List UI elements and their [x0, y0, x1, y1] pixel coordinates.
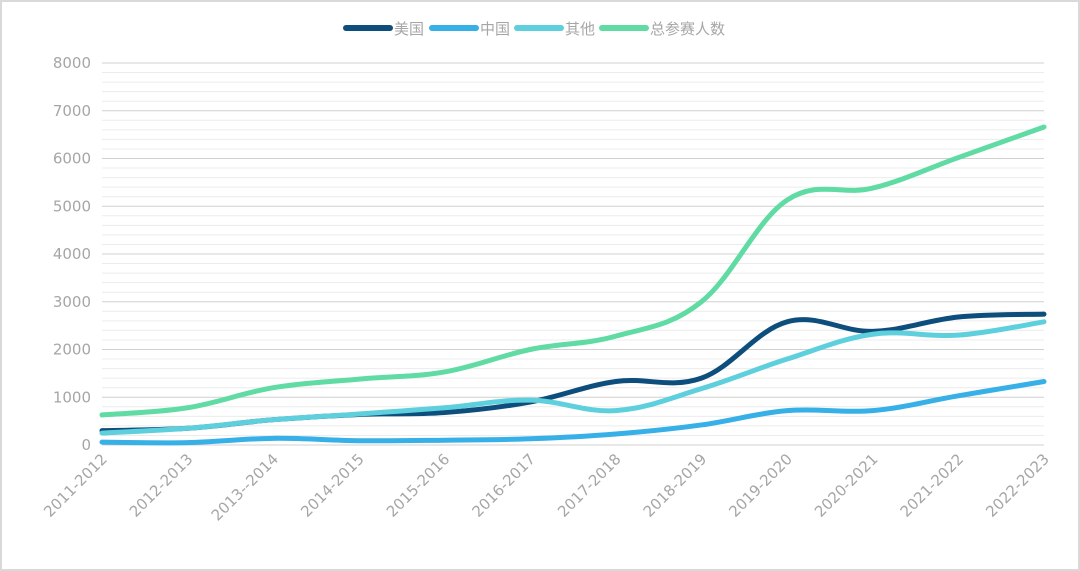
y-axis-ticks: 0 1000 2000 3000 4000 5000 6000 7000 8000 [53, 54, 91, 454]
y-tick-label: 6000 [53, 150, 91, 168]
x-tick-label: 2018-2019 [640, 450, 711, 521]
x-axis-ticks: 2011-2012 2012-2013 2013--2014 2014-2015 201… [40, 450, 1053, 524]
x-tick-label: 2020-2021 [811, 450, 882, 521]
x-tick-label: 2015-2016 [383, 450, 454, 521]
x-tick-label: 2021-2022 [897, 450, 968, 521]
x-tick-label: 2013--2014 [208, 450, 282, 524]
y-tick-label: 8000 [53, 54, 91, 72]
y-tick-label: 1000 [53, 388, 91, 406]
series-lines [99, 124, 1047, 446]
y-tick-label: 5000 [53, 197, 91, 215]
y-tick-label: 2000 [53, 341, 91, 359]
y-tick-label: 7000 [53, 102, 91, 120]
legend: 美国 中国 其他 总参赛人数 [343, 20, 725, 38]
y-tick-label: 0 [81, 436, 91, 454]
x-tick-label: 2014-2015 [297, 450, 368, 521]
legend-label: 总参赛人数 [650, 20, 725, 38]
x-tick-label: 2019-2020 [725, 450, 796, 521]
y-tick-label: 3000 [53, 293, 91, 311]
x-tick-label: 2016-2017 [468, 450, 539, 521]
x-tick-label: 2012-2013 [126, 450, 197, 521]
x-tick-label: 2017-2018 [554, 450, 625, 521]
legend-label: 其他 [565, 20, 595, 38]
x-tick-label: 2011-2012 [40, 450, 111, 521]
y-tick-label: 4000 [53, 245, 91, 263]
legend-label: 中国 [480, 20, 510, 38]
series-line-其他 [99, 319, 1047, 436]
gridlines [102, 62, 1044, 446]
series-line-总参赛人数 [99, 124, 1047, 418]
legend-label: 美国 [394, 20, 424, 38]
series-line-中国 [99, 378, 1047, 446]
x-tick-label: 2022-2023 [982, 450, 1053, 521]
